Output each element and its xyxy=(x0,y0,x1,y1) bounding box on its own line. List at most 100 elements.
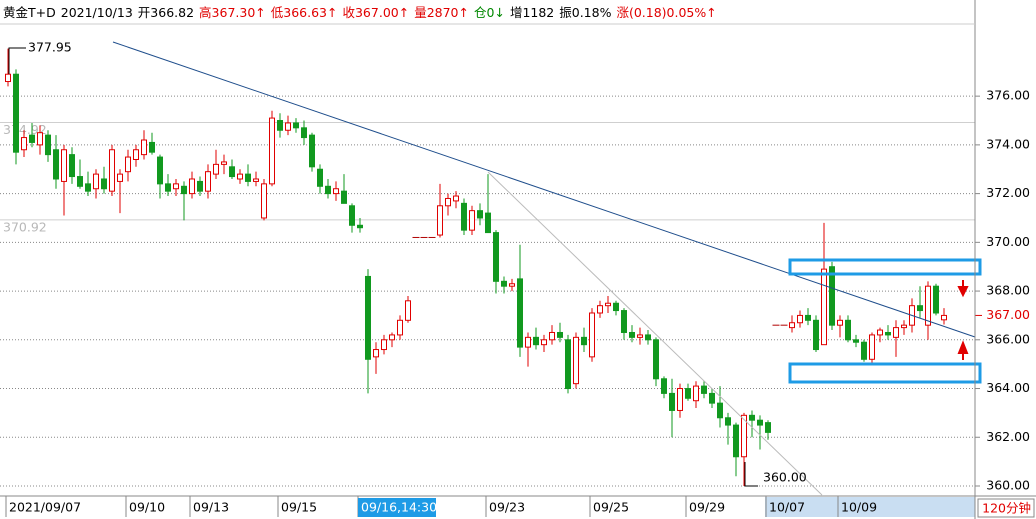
candle-body xyxy=(653,339,659,380)
candle-body xyxy=(941,314,947,321)
header: 黄金T+D 2021/10/13 开366.82 高367.30↑ 低366.63↑ 收3… xyxy=(3,5,717,20)
candle-body xyxy=(125,156,131,173)
period-label: 120分钟 xyxy=(982,501,1031,516)
header-item: 开366.82 xyxy=(138,5,194,20)
candle-body xyxy=(301,127,307,139)
candle-body xyxy=(181,185,187,195)
x-tick-label: 10/09 xyxy=(841,500,877,515)
candle-body xyxy=(605,302,611,307)
candle-body xyxy=(101,178,107,190)
x-tick-label: 09/13 xyxy=(193,500,229,515)
candle-body xyxy=(45,134,51,156)
candle-body xyxy=(325,185,331,195)
candle-body xyxy=(245,173,251,182)
candle-body xyxy=(709,392,715,404)
candle-body xyxy=(701,385,707,394)
y-tick-label: 374.00 xyxy=(986,136,1030,151)
candle-body xyxy=(381,339,387,351)
candle-body xyxy=(501,280,507,287)
candle-body xyxy=(373,349,379,358)
candle-body xyxy=(21,137,27,151)
trend-line-faint xyxy=(487,171,823,496)
candle-body xyxy=(541,339,547,346)
candle-body xyxy=(573,336,579,385)
candle-body xyxy=(29,134,35,143)
candle-body xyxy=(141,139,147,156)
x-tick-label: 09/25 xyxy=(593,500,629,515)
candles xyxy=(5,48,947,486)
candle-body xyxy=(341,190,347,204)
candle-body xyxy=(293,122,299,129)
candle-body xyxy=(333,188,339,195)
candle-body xyxy=(269,117,275,185)
axis-shade xyxy=(765,497,975,517)
candle-body xyxy=(205,171,211,192)
candle-body xyxy=(597,305,603,314)
candle-body xyxy=(197,180,203,192)
candle-body xyxy=(309,134,315,168)
resistance-box xyxy=(788,258,982,276)
candle-body xyxy=(189,178,195,195)
candle-body xyxy=(13,73,19,153)
candle-body xyxy=(901,324,907,329)
period-box xyxy=(977,498,1035,518)
candle-body xyxy=(93,173,99,190)
candle-body xyxy=(765,422,771,433)
candle-body xyxy=(917,305,923,312)
y-tick-label: 372.00 xyxy=(986,185,1030,200)
x-tick-label: 09/23 xyxy=(489,500,525,515)
candle-body xyxy=(53,149,59,180)
candle-body xyxy=(149,141,155,153)
candle-body xyxy=(221,161,227,165)
candle-body xyxy=(117,173,123,182)
grid: 360.00 362.00 364.00 366.00 368.00 370.00 372.… xyxy=(0,88,1030,517)
header-item: 2021/10/13 xyxy=(61,5,133,20)
candle-body xyxy=(389,334,395,341)
candle-body xyxy=(821,268,827,346)
candle-body xyxy=(741,414,747,458)
header-item: 高367.30↑ xyxy=(199,5,266,20)
candle-body xyxy=(405,300,411,321)
support-box xyxy=(788,362,982,384)
x-tick-label: 2021/09/07 xyxy=(9,500,81,515)
header-item: 黄金T+D xyxy=(3,5,56,20)
reference-label: 370.92 xyxy=(3,219,47,234)
candle-body xyxy=(61,149,67,182)
candle-body xyxy=(517,278,523,348)
candle-body xyxy=(509,283,515,287)
candle-body xyxy=(677,388,683,411)
trend-line xyxy=(112,41,976,338)
candle-body xyxy=(213,163,219,175)
candle-body xyxy=(845,319,851,341)
candle-body xyxy=(445,197,451,207)
candle-body xyxy=(485,212,491,234)
candle-body xyxy=(253,178,259,182)
candle-body xyxy=(837,319,843,326)
candle-body xyxy=(685,388,691,399)
candle-body xyxy=(277,120,283,131)
candle-body xyxy=(349,205,355,226)
candle-body xyxy=(173,183,179,190)
candle-body xyxy=(669,392,675,411)
low-marker xyxy=(744,462,758,487)
candle-body xyxy=(533,336,539,346)
candle-body xyxy=(805,314,811,321)
candle-body xyxy=(453,195,459,202)
candle-body xyxy=(621,310,627,333)
candle-body xyxy=(69,154,75,178)
header-item: 涨(0.18)0.05%↑ xyxy=(616,5,716,20)
candle-body xyxy=(37,132,43,146)
candle-body xyxy=(261,183,267,219)
header-item: 振0.18% xyxy=(559,5,611,20)
candle-body xyxy=(885,331,891,336)
high-marker xyxy=(8,47,26,74)
candle-body xyxy=(613,302,619,312)
candle-body xyxy=(237,173,243,180)
candle-body xyxy=(461,202,467,231)
cursor-label-bg xyxy=(358,498,436,517)
candle-body xyxy=(525,336,531,348)
candle-body xyxy=(829,266,835,326)
candle-body xyxy=(693,385,699,402)
header-item: 量2870↑ xyxy=(414,5,469,20)
